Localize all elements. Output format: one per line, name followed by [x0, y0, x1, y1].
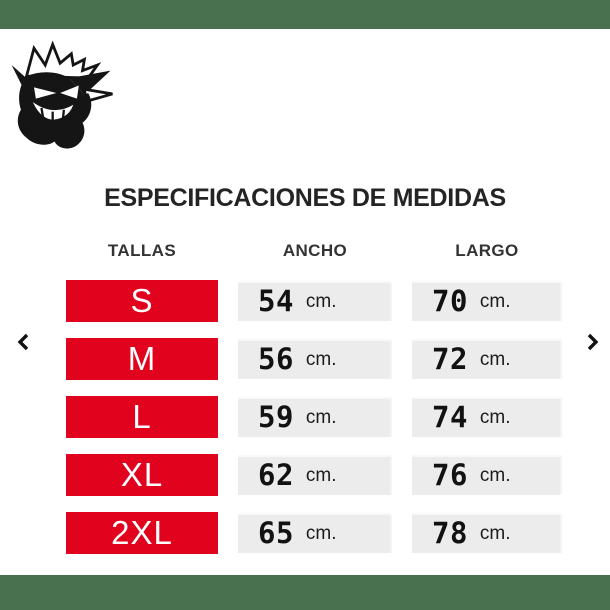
- largo-value: 72: [432, 342, 468, 376]
- unit-label: cm.: [479, 349, 511, 370]
- size-badge-s: S: [66, 280, 218, 322]
- size-badge-2xl: 2XL: [66, 512, 218, 554]
- gengar-logo: [6, 36, 118, 164]
- unit-label: cm.: [305, 465, 337, 486]
- unit-label: cm.: [479, 407, 511, 428]
- gengar-icon: [11, 40, 113, 149]
- ancho-cell-s: 54 cm.: [238, 281, 392, 321]
- ancho-value: 62: [258, 458, 294, 492]
- ancho-value: 59: [258, 400, 294, 434]
- unit-label: cm.: [305, 407, 337, 428]
- largo-cell-2xl: 78 cm.: [412, 513, 562, 553]
- unit-label: cm.: [305, 523, 337, 544]
- unit-label: cm.: [479, 465, 511, 486]
- ancho-value: 54: [258, 284, 294, 318]
- unit-label: cm.: [479, 291, 511, 312]
- largo-cell-l: 74 cm.: [412, 397, 562, 437]
- column-header-largo: LARGO: [455, 241, 519, 260]
- column-header-ancho: ANCHO: [282, 241, 348, 260]
- page-title: ESPECIFICACIONES DE MEDIDAS: [104, 184, 506, 212]
- largo-value: 76: [432, 458, 468, 492]
- largo-value: 70: [432, 284, 468, 318]
- size-spec-table: TALLAS ANCHO LARGO S 54 cm. 70 cm. M 56 …: [66, 238, 562, 554]
- unit-label: cm.: [479, 523, 511, 544]
- size-badge-xl: XL: [66, 454, 218, 496]
- ancho-cell-xl: 62 cm.: [238, 455, 392, 495]
- largo-value: 78: [432, 516, 468, 550]
- largo-value: 74: [432, 400, 468, 434]
- largo-cell-xl: 76 cm.: [412, 455, 562, 495]
- top-band: [0, 0, 610, 29]
- largo-cell-m: 72 cm.: [412, 339, 562, 379]
- ancho-value: 56: [258, 342, 294, 376]
- ancho-cell-2xl: 65 cm.: [238, 513, 392, 553]
- carousel-next-button[interactable]: [582, 330, 604, 354]
- unit-label: cm.: [305, 349, 337, 370]
- size-badge-m: M: [66, 338, 218, 380]
- carousel-prev-button[interactable]: [12, 330, 34, 354]
- ancho-cell-m: 56 cm.: [238, 339, 392, 379]
- chevron-left-icon: [17, 333, 29, 351]
- column-header-tallas: TALLAS: [107, 241, 177, 260]
- unit-label: cm.: [305, 291, 337, 312]
- ancho-cell-l: 59 cm.: [238, 397, 392, 437]
- largo-cell-s: 70 cm.: [412, 281, 562, 321]
- ancho-value: 65: [258, 516, 294, 550]
- size-badge-l: L: [66, 396, 218, 438]
- bottom-band: [0, 575, 610, 610]
- chevron-right-icon: [587, 333, 599, 351]
